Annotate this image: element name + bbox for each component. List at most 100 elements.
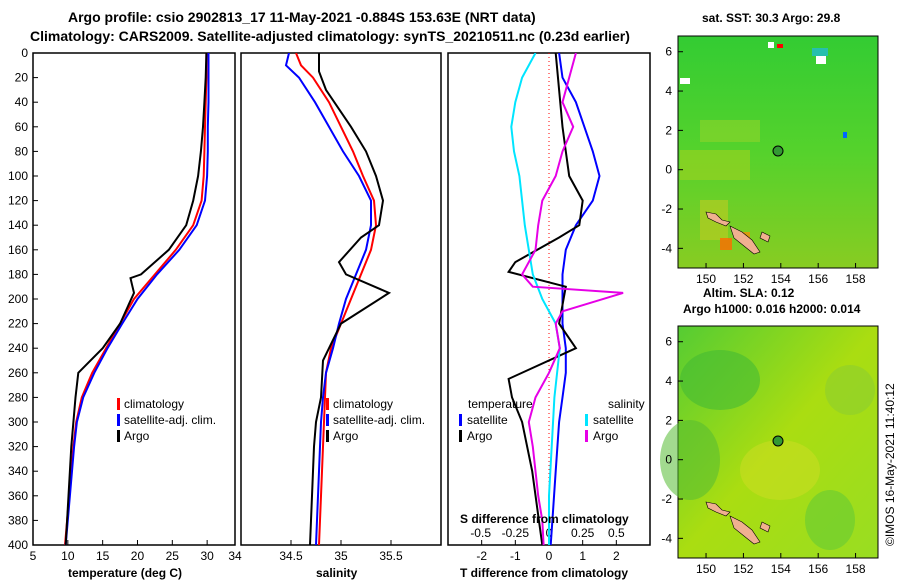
lat-tick-label: 0 (665, 453, 672, 467)
sla-map-texture (660, 350, 875, 550)
series-line-argo (64, 53, 208, 545)
lon-tick-label: 156 (808, 272, 828, 286)
y-tick-label: 160 (8, 243, 28, 257)
x-tick-label: 25 (166, 549, 180, 563)
y-tick-label: 20 (15, 71, 29, 85)
temperature-series (64, 53, 210, 545)
lon-tick-label: 154 (771, 562, 791, 576)
lat-tick-label: -2 (661, 492, 672, 506)
series-line-salinity-satellite (510, 53, 561, 545)
title-line-1: Argo profile: csio 2902813_17 11-May-202… (68, 9, 536, 25)
y-tick-label: 400 (8, 538, 28, 552)
sst-map-land (729, 225, 761, 255)
legend-swatch-sal-argo (585, 430, 588, 442)
salinity-legend: climatology satellite-adj. clim. Argo (326, 397, 425, 443)
imos-credit: ©IMOS 16-May-2021 11:40:12 (883, 383, 897, 546)
y-tick-label: 340 (8, 464, 28, 478)
lat-tick-label: 6 (665, 335, 672, 349)
y-tick-label: 100 (8, 169, 28, 183)
y-tick-label: 320 (8, 440, 28, 454)
x-tick-label: 1 (579, 549, 586, 563)
y-tick-label: 40 (15, 95, 29, 109)
y-tick-label: 220 (8, 317, 28, 331)
legend-label-sal-argo: Argo (593, 429, 619, 443)
sla-map-land (729, 515, 761, 545)
lon-tick-label: 154 (771, 272, 791, 286)
lon-tick-label: 156 (808, 562, 828, 576)
legend-label-climatology: climatology (124, 397, 184, 411)
s-diff-tick-label: -0.5 (470, 526, 491, 540)
salinity-x-label: salinity (316, 566, 358, 580)
x-tick-label: 2 (613, 549, 620, 563)
y-tick-label: 60 (15, 120, 29, 134)
legend-label-sal-satellite: satellite (593, 413, 634, 427)
sla-map-lat-axis: 6 4 2 0 -2 -4 (661, 335, 683, 545)
sst-map-lat-axis: 6 4 2 0 -2 -4 (661, 45, 683, 255)
title-line-2: Climatology: CARS2009. Satellite-adjuste… (30, 28, 630, 44)
series-line-argo (309, 53, 392, 545)
sst-map-land (759, 231, 771, 243)
x-tick-label: 5 (30, 549, 37, 563)
series-line-climatology (295, 53, 378, 545)
y-tick-label: 300 (8, 415, 28, 429)
temperature-panel: 0 20 40 60 80 100 120 140 160 180 200 220 240 260 280 3… (8, 46, 453, 580)
legend-swatch-sal-satellite (585, 414, 588, 426)
temperature-x-label: temperature (deg C) (68, 566, 182, 580)
sst-map-title: sat. SST: 30.3 Argo: 29.8 (702, 11, 841, 25)
sst-map-land (705, 211, 731, 227)
lat-tick-label: 4 (665, 374, 672, 388)
y-tick-label: 280 (8, 390, 28, 404)
y-tick-label: 0 (21, 46, 28, 60)
lon-tick-label: 150 (696, 272, 716, 286)
difference-panel: -2 -1 0 1 2 -0.5 -0.25 0 0.25 0.5 S difference f… (447, 52, 651, 580)
lon-tick-label: 152 (733, 562, 753, 576)
sla-map-title-1: Altim. SLA: 0.12 (703, 286, 795, 300)
difference-plot-frame (447, 52, 651, 546)
y-tick-label: 200 (8, 292, 28, 306)
x-tick-label: -2 (476, 549, 487, 563)
legend-swatch-satellite-adj (326, 414, 329, 426)
lat-tick-label: 4 (665, 84, 672, 98)
s-diff-tick-label: 0.5 (608, 526, 625, 540)
legend-label-argo: Argo (124, 429, 150, 443)
lat-tick-label: 2 (665, 413, 672, 427)
legend-swatch-argo (326, 430, 329, 442)
lon-tick-label: 158 (846, 562, 866, 576)
x-tick-label: 34.5 (279, 549, 303, 563)
legend-label-argo: Argo (333, 429, 359, 443)
x-tick-label: 34 (228, 549, 242, 563)
legend-swatch-satellite-adj (117, 414, 120, 426)
legend-title-temperature: temperature (468, 397, 533, 411)
sla-map-lon-axis: 150 152 154 156 158 (696, 553, 866, 576)
y-tick-label: 120 (8, 194, 28, 208)
sst-map-lon-axis: 150 152 154 156 158 (696, 263, 866, 286)
sla-map-title-2: Argo h1000: 0.016 h2000: 0.014 (683, 302, 861, 316)
legend-label-temp-argo: Argo (467, 429, 493, 443)
legend-swatch-temp-argo (459, 430, 462, 442)
legend-swatch-climatology (326, 398, 329, 410)
difference-series (506, 53, 624, 545)
temperature-x-axis: 5 10 15 20 25 30 34 (30, 540, 242, 563)
legend-label-satellite-adj: satellite-adj. clim. (124, 413, 216, 427)
legend-label-climatology: climatology (333, 397, 393, 411)
y-tick-label: 180 (8, 267, 28, 281)
x-tick-label: 0 (546, 549, 553, 563)
lon-tick-label: 158 (846, 272, 866, 286)
legend-label-satellite-adj: satellite-adj. clim. (333, 413, 425, 427)
lon-tick-label: 152 (733, 272, 753, 286)
argo-location-marker (772, 145, 784, 157)
y-tick-label: 80 (15, 144, 29, 158)
lat-tick-label: 2 (665, 123, 672, 137)
argo-location-marker (772, 435, 784, 447)
sla-map-land (759, 521, 771, 533)
s-diff-tick-label: -0.25 (502, 526, 530, 540)
temperature-difference-label: T difference from climatology (460, 566, 628, 580)
salinity-x-axis: 34.5 35 35.5 (279, 540, 403, 563)
salinity-plot-frame (240, 52, 442, 546)
temperature-legend: climatology satellite-adj. clim. Argo (117, 397, 216, 443)
lat-tick-label: 0 (665, 163, 672, 177)
y-tick-label: 240 (8, 341, 28, 355)
lon-tick-label: 150 (696, 562, 716, 576)
